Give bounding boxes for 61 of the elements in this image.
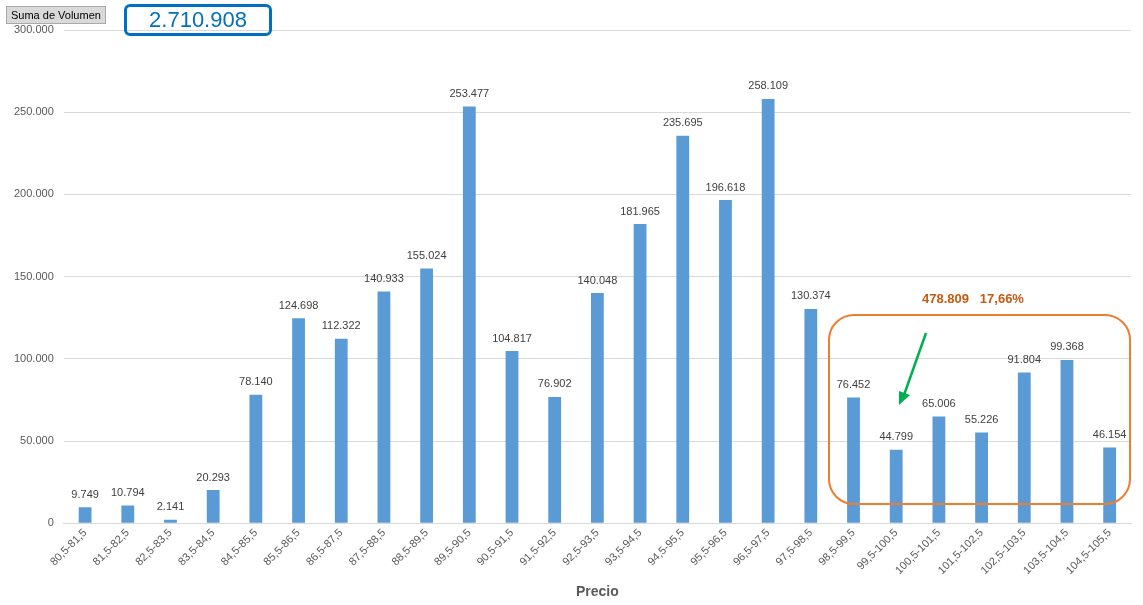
y-tick-label: 200.000	[14, 187, 54, 200]
data-label: 44.799	[879, 430, 914, 443]
y-tick-label: 300.000	[14, 23, 54, 36]
data-label: 258.109	[748, 79, 789, 92]
data-label: 20.293	[196, 470, 230, 483]
data-label: 112.322	[321, 319, 361, 332]
bar	[164, 519, 177, 523]
bar	[761, 98, 775, 523]
y-tick-label: 50.000	[20, 434, 54, 447]
data-label: 78.140	[239, 375, 273, 388]
bar	[1017, 372, 1031, 523]
bar	[847, 397, 860, 523]
bar	[78, 507, 92, 523]
data-label: 124.698	[278, 298, 319, 311]
data-label: 9.749	[71, 487, 99, 500]
x-axis-title: Precio	[575, 583, 619, 600]
bar	[420, 268, 434, 523]
data-label: 196.618	[705, 180, 746, 193]
bar	[505, 350, 519, 523]
data-label: 140.933	[364, 272, 404, 285]
data-label: 76.452	[836, 378, 871, 391]
data-label: 253.477	[449, 87, 490, 100]
data-label: 91.804	[1007, 352, 1042, 365]
data-label: 2.141	[156, 500, 185, 513]
data-label: 181.965	[620, 204, 660, 217]
y-tick-label: 250.000	[14, 105, 54, 118]
data-label: 155.024	[406, 248, 447, 261]
bar	[676, 135, 690, 523]
data-label: 76.902	[537, 377, 572, 390]
annotation: 2.710.908	[124, 4, 272, 36]
bar	[334, 338, 348, 523]
y-tick-label: 0	[47, 516, 54, 529]
bar	[932, 416, 946, 523]
bar	[121, 505, 135, 523]
data-label: 10.794	[110, 486, 145, 499]
bar	[377, 291, 391, 523]
bar	[804, 308, 818, 523]
bar	[975, 432, 988, 523]
y-tick-label: 100.000	[14, 351, 54, 364]
data-label: 140.048	[577, 273, 618, 286]
bar	[719, 200, 732, 523]
data-label: 130.374	[790, 289, 831, 302]
data-label: 235.695	[662, 116, 703, 129]
bar	[548, 396, 562, 523]
annotation: 478.809 17,66%	[922, 291, 1024, 306]
bar	[206, 489, 220, 523]
bar	[292, 318, 305, 523]
data-label: 55.226	[964, 413, 999, 426]
data-label: 99.368	[1050, 340, 1084, 353]
data-label: 104.817	[492, 331, 532, 344]
bar	[1103, 447, 1117, 523]
bar	[633, 224, 647, 523]
y-tick-label: 150.000	[14, 269, 54, 282]
bar	[249, 394, 263, 523]
data-label: 65.006	[922, 396, 956, 409]
data-label: 46.154	[1092, 427, 1127, 440]
bar	[462, 106, 476, 523]
text: Suma de Volumen	[6, 6, 106, 24]
bar	[590, 293, 604, 523]
bar	[889, 449, 903, 523]
bar	[1060, 359, 1074, 523]
